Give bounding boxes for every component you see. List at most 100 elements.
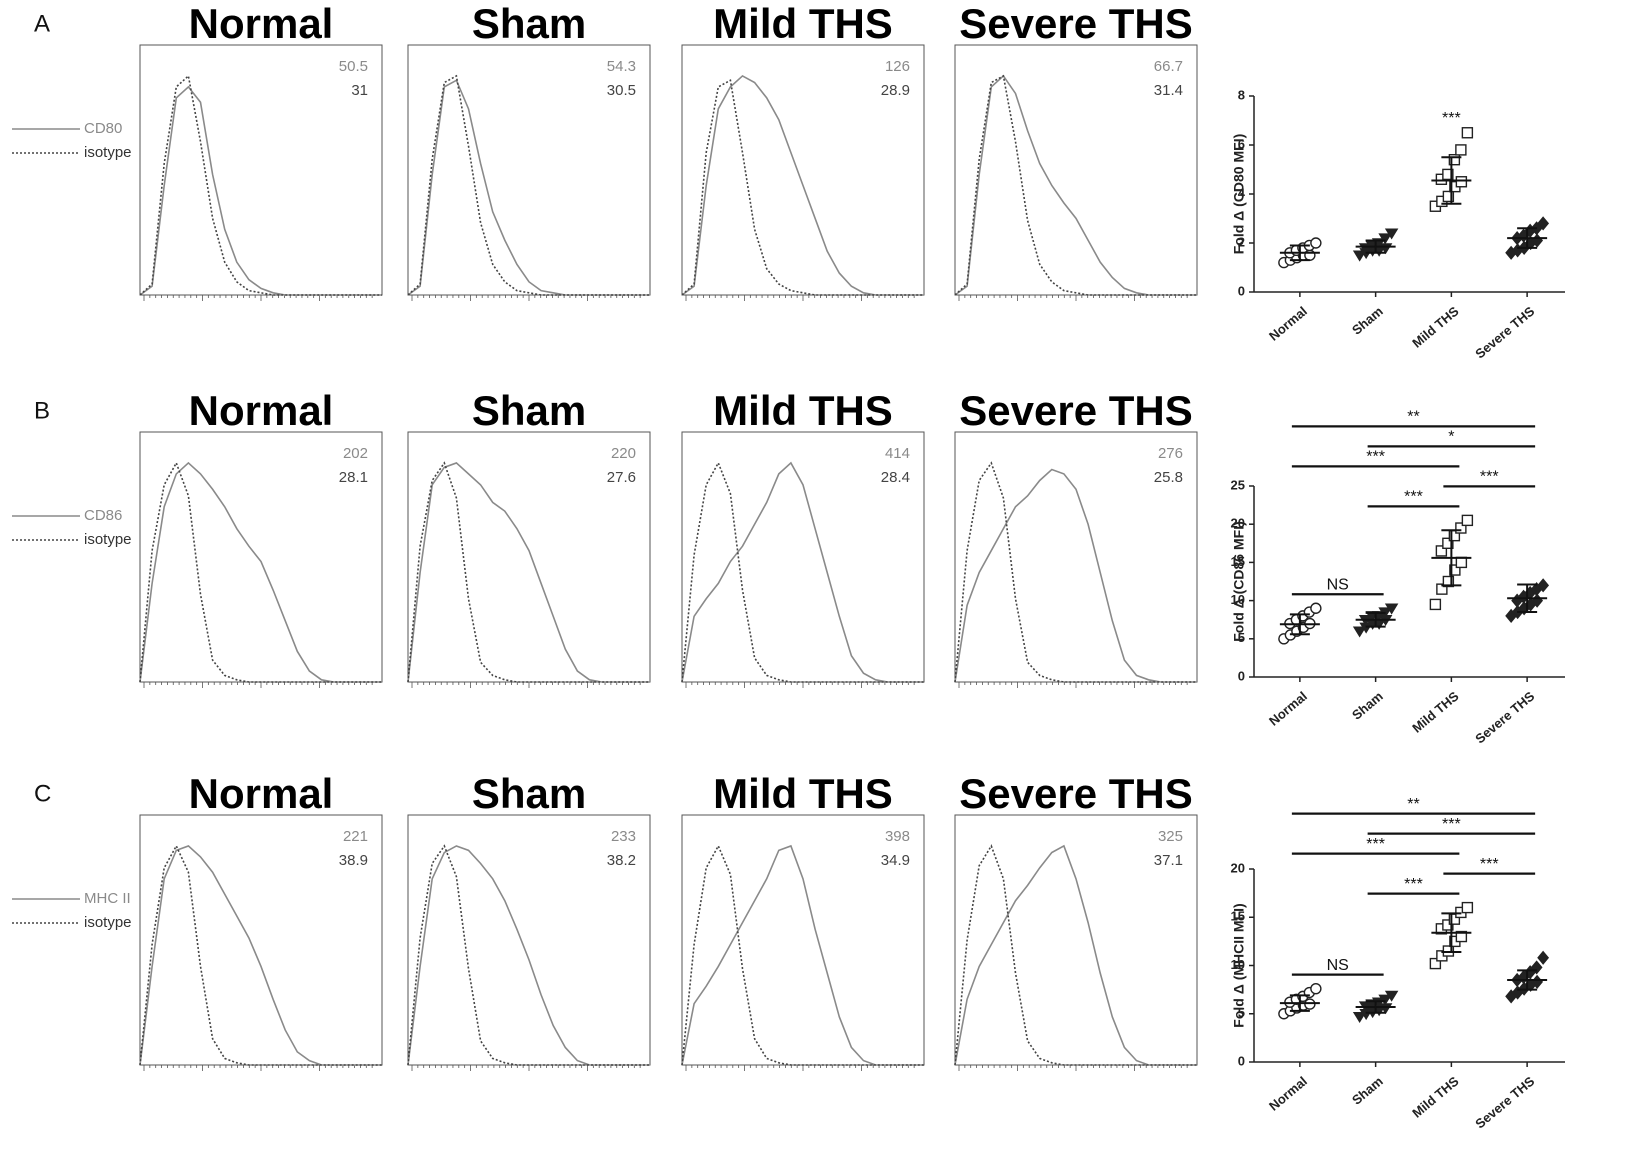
significance-label: *** [1480, 469, 1499, 486]
mfi-value: 30.5 [607, 82, 636, 99]
histogram-curve [954, 74, 1197, 296]
histogram-curve [407, 845, 650, 1066]
data-point [1429, 598, 1442, 611]
x-tick-label: Sham [1349, 688, 1386, 722]
data-point [1442, 919, 1454, 931]
y-tick-label: 4 [1238, 185, 1246, 200]
significance-label: *** [1442, 110, 1461, 127]
mfi-value: 28.1 [339, 469, 368, 486]
y-tick-label: 10 [1231, 957, 1245, 972]
data-point [1384, 990, 1399, 1002]
mfi-value: 34.9 [881, 852, 910, 869]
legend-label: CD86 [84, 507, 122, 524]
x-tick-label: Severe THS [1472, 1073, 1537, 1131]
y-tick-label: 5 [1238, 1005, 1245, 1020]
histogram-title: Normal [189, 0, 334, 47]
histogram-curve [681, 844, 924, 1066]
histogram-curve [681, 461, 924, 683]
y-tick-label: 0 [1238, 283, 1245, 298]
legend-label: CD80 [84, 120, 122, 137]
x-tick-label: Mild THS [1409, 303, 1461, 350]
y-tick-label: 0 [1238, 668, 1245, 683]
data-point [1442, 190, 1455, 203]
mfi-value: 28.4 [881, 469, 910, 486]
data-point [1537, 950, 1550, 965]
histogram-title: Mild THS [713, 387, 893, 434]
mfi-value: 233 [611, 828, 636, 845]
data-point [1449, 564, 1461, 576]
histogram-title: Severe THS [959, 0, 1192, 47]
data-point [1442, 168, 1454, 181]
y-tick-label: 2 [1238, 234, 1245, 249]
x-tick-label: Sham [1349, 1073, 1386, 1107]
y-tick-label: 5 [1238, 630, 1245, 645]
data-point [1310, 982, 1322, 995]
significance-label: ** [1407, 409, 1419, 426]
histogram-curve [407, 74, 650, 296]
x-tick-label: Mild THS [1409, 688, 1461, 735]
data-point [1436, 583, 1448, 595]
histogram-title: Normal [189, 387, 334, 434]
mfi-value: 398 [885, 828, 910, 845]
y-tick-label: 20 [1231, 860, 1245, 875]
significance-label: NS [1327, 576, 1349, 593]
y-tick-label: 25 [1231, 477, 1245, 492]
data-point [1448, 153, 1461, 166]
data-point [1537, 578, 1550, 593]
x-tick-label: Severe THS [1472, 303, 1537, 361]
panel-label: B [34, 397, 50, 424]
data-point [1455, 930, 1468, 943]
data-point [1537, 216, 1550, 231]
histogram-title: Normal [189, 770, 334, 817]
histogram-curve [407, 462, 650, 683]
data-point [1435, 545, 1448, 557]
mfi-value: 126 [885, 58, 910, 75]
histogram-title: Sham [472, 0, 586, 47]
mfi-value: 202 [343, 445, 368, 462]
x-tick-label: Normal [1266, 303, 1310, 343]
legend-label: MHC II [84, 890, 131, 907]
histogram-curve [954, 461, 1197, 683]
data-point [1455, 176, 1468, 188]
mfi-value: 38.2 [607, 852, 636, 869]
x-tick-label: Mild THS [1409, 1073, 1461, 1120]
histogram-curve [681, 844, 924, 1066]
mfi-value: 28.9 [881, 82, 910, 99]
y-tick-label: 15 [1231, 909, 1245, 924]
histogram-curve [139, 74, 382, 296]
histogram-curve [407, 461, 650, 683]
histogram-title: Mild THS [713, 770, 893, 817]
significance-label: *** [1404, 489, 1423, 506]
histogram-curve [954, 844, 1197, 1066]
data-point [1461, 901, 1474, 914]
mfi-value: 221 [343, 828, 368, 845]
data-point [1461, 127, 1474, 139]
histogram-curve [681, 74, 924, 296]
mfi-value: 37.1 [1154, 852, 1183, 869]
data-point [1461, 514, 1474, 527]
histogram-curve [954, 844, 1197, 1066]
histogram-title: Severe THS [959, 770, 1192, 817]
mfi-value: 50.5 [339, 58, 368, 75]
data-point [1352, 250, 1367, 262]
significance-label: * [1448, 429, 1454, 446]
mfi-value: 54.3 [607, 58, 636, 75]
mfi-value: 414 [885, 445, 910, 462]
data-point [1352, 626, 1367, 638]
histogram-curve [139, 461, 382, 683]
legend-label: isotype [84, 531, 132, 548]
histogram-curve [139, 844, 382, 1066]
significance-label: NS [1327, 957, 1349, 974]
panel-label: A [34, 10, 50, 37]
x-tick-label: Severe THS [1472, 688, 1537, 746]
histogram-title: Mild THS [713, 0, 893, 47]
data-point [1352, 1011, 1367, 1023]
data-point [1310, 602, 1322, 614]
data-point [1442, 575, 1455, 588]
x-tick-label: Normal [1266, 688, 1310, 728]
data-point [1378, 233, 1392, 245]
histogram-curve [139, 85, 382, 296]
x-tick-label: Sham [1349, 303, 1386, 337]
y-axis-label: Fold Δ (MHCII MFI) [1231, 903, 1247, 1027]
